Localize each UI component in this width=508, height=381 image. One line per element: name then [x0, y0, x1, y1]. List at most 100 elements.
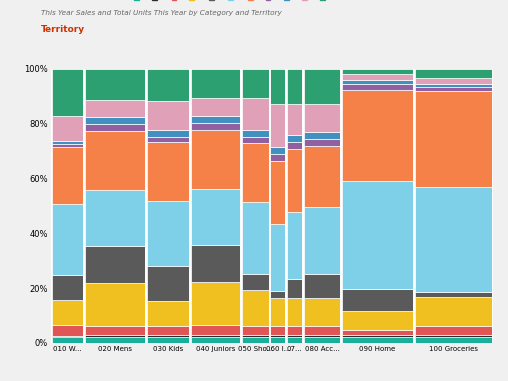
Bar: [85, 99, 145, 117]
Bar: [341, 337, 413, 343]
Bar: [341, 311, 413, 330]
Legend: DE, GA, KY, MD, NC, OH, PA, SC, TN, VA, WV: DE, GA, KY, MD, NC, OH, PA, SC, TN, VA, …: [134, 0, 339, 1]
Bar: [147, 130, 189, 137]
Bar: [191, 336, 240, 337]
Bar: [304, 69, 340, 104]
Bar: [191, 245, 240, 282]
Bar: [270, 326, 285, 335]
Bar: [341, 85, 413, 90]
Bar: [147, 301, 189, 326]
Bar: [85, 283, 145, 326]
Bar: [242, 144, 269, 202]
Bar: [270, 337, 285, 343]
Text: This Year Sales and Total Units This Year by Category and Territory: This Year Sales and Total Units This Yea…: [41, 10, 281, 16]
Bar: [304, 326, 340, 336]
Bar: [52, 325, 83, 336]
Bar: [52, 69, 83, 117]
Bar: [242, 69, 269, 98]
Bar: [85, 117, 145, 124]
Bar: [341, 74, 413, 80]
Bar: [191, 130, 240, 189]
Bar: [52, 144, 83, 147]
Bar: [147, 337, 189, 343]
Bar: [52, 147, 83, 204]
Bar: [191, 189, 240, 245]
Bar: [341, 336, 413, 337]
Bar: [270, 291, 285, 298]
Bar: [242, 326, 269, 336]
Bar: [270, 160, 285, 224]
Bar: [415, 85, 492, 87]
Bar: [242, 274, 269, 290]
Bar: [147, 137, 189, 142]
Text: Territory: Territory: [41, 25, 85, 34]
Bar: [287, 326, 302, 336]
Bar: [304, 274, 340, 298]
Bar: [85, 69, 145, 99]
Bar: [191, 98, 240, 116]
Bar: [85, 326, 145, 336]
Bar: [242, 98, 269, 130]
Bar: [415, 69, 492, 78]
Bar: [85, 336, 145, 337]
Bar: [52, 300, 83, 325]
Bar: [304, 337, 340, 343]
Bar: [415, 91, 492, 187]
Bar: [304, 207, 340, 274]
Bar: [52, 275, 83, 300]
Bar: [242, 290, 269, 326]
Bar: [191, 282, 240, 325]
Bar: [287, 298, 302, 326]
Bar: [242, 337, 269, 343]
Bar: [341, 289, 413, 311]
Bar: [85, 190, 145, 247]
Bar: [415, 187, 492, 291]
Bar: [287, 69, 302, 104]
Bar: [287, 336, 302, 337]
Bar: [191, 337, 240, 343]
Bar: [304, 139, 340, 146]
Bar: [52, 117, 83, 141]
Bar: [287, 337, 302, 343]
Bar: [270, 104, 285, 147]
Bar: [242, 202, 269, 274]
Bar: [287, 142, 302, 149]
Bar: [287, 104, 302, 135]
Bar: [270, 147, 285, 154]
Bar: [304, 298, 340, 326]
Bar: [341, 69, 413, 74]
Bar: [242, 137, 269, 144]
Bar: [85, 337, 145, 343]
Bar: [415, 78, 492, 85]
Bar: [270, 154, 285, 160]
Bar: [191, 116, 240, 123]
Bar: [304, 336, 340, 337]
Bar: [85, 131, 145, 190]
Bar: [270, 335, 285, 337]
Bar: [147, 101, 189, 130]
Bar: [147, 201, 189, 266]
Bar: [52, 141, 83, 144]
Bar: [415, 87, 492, 91]
Bar: [85, 247, 145, 283]
Bar: [270, 298, 285, 326]
Bar: [191, 325, 240, 336]
Bar: [52, 336, 83, 337]
Bar: [147, 142, 189, 201]
Bar: [341, 80, 413, 85]
Bar: [287, 279, 302, 298]
Bar: [415, 291, 492, 297]
Bar: [242, 130, 269, 137]
Bar: [415, 336, 492, 337]
Bar: [52, 337, 83, 343]
Bar: [147, 266, 189, 301]
Bar: [270, 224, 285, 291]
Bar: [287, 149, 302, 212]
Bar: [242, 336, 269, 337]
Bar: [191, 123, 240, 130]
Bar: [270, 69, 285, 104]
Bar: [85, 124, 145, 131]
Bar: [191, 69, 240, 98]
Bar: [415, 326, 492, 336]
Bar: [415, 337, 492, 343]
